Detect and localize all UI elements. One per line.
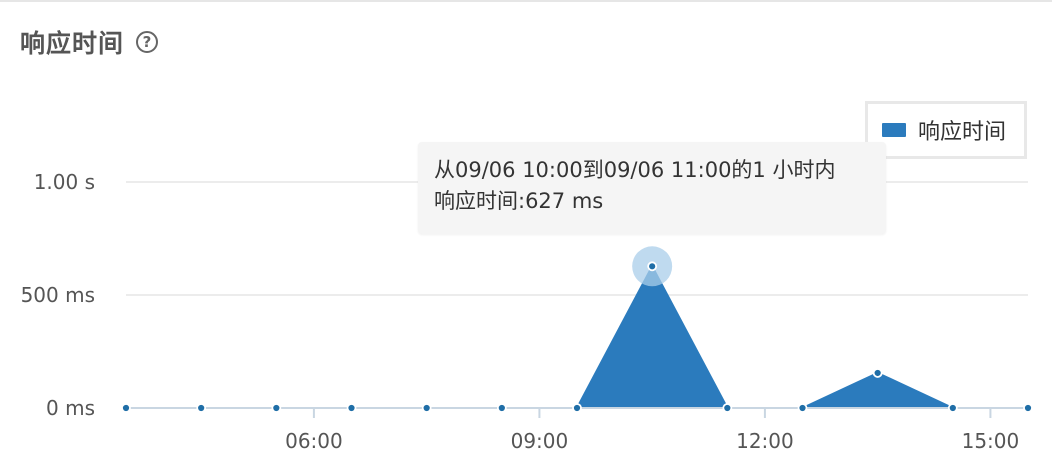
data-point [1023, 403, 1033, 413]
legend-swatch [882, 123, 906, 137]
question-circle-icon[interactable]: ? [136, 31, 159, 53]
legend-label: 响应时间 [918, 120, 1007, 145]
data-point [496, 403, 507, 413]
y-tick-label: 1.00 s [34, 170, 95, 194]
data-point [121, 403, 131, 413]
panel-header: 响应时间 ? [20, 24, 159, 60]
y-tick-label: 500 ms [21, 283, 95, 307]
x-tick-label: 15:00 [962, 429, 1020, 453]
tooltip-value: 响应时间:627 ms [434, 189, 604, 213]
x-tick-label: 12:00 [736, 429, 794, 453]
y-tick-label: 0 ms [46, 396, 95, 420]
chart-tooltip: 从09/06 10:00到09/06 11:00的1 小时内 响应时间:627 … [418, 142, 886, 234]
x-tick-label: 09:00 [511, 429, 569, 453]
data-point [872, 368, 883, 378]
data-point [196, 403, 207, 413]
data-point [647, 261, 658, 272]
panel-title: 响应时间 [20, 29, 125, 58]
data-point [722, 403, 733, 413]
data-point [271, 403, 282, 413]
series-area [125, 265, 1029, 409]
tooltip-time-range: 从09/06 10:00到09/06 11:00的1 小时内 [434, 158, 836, 182]
data-point [421, 403, 432, 413]
data-point [797, 403, 808, 413]
legend[interactable]: 响应时间 [865, 101, 1027, 159]
x-tick-label: 06:00 [285, 429, 343, 453]
data-point [346, 403, 357, 413]
data-point [947, 403, 958, 413]
data-point [572, 403, 582, 413]
